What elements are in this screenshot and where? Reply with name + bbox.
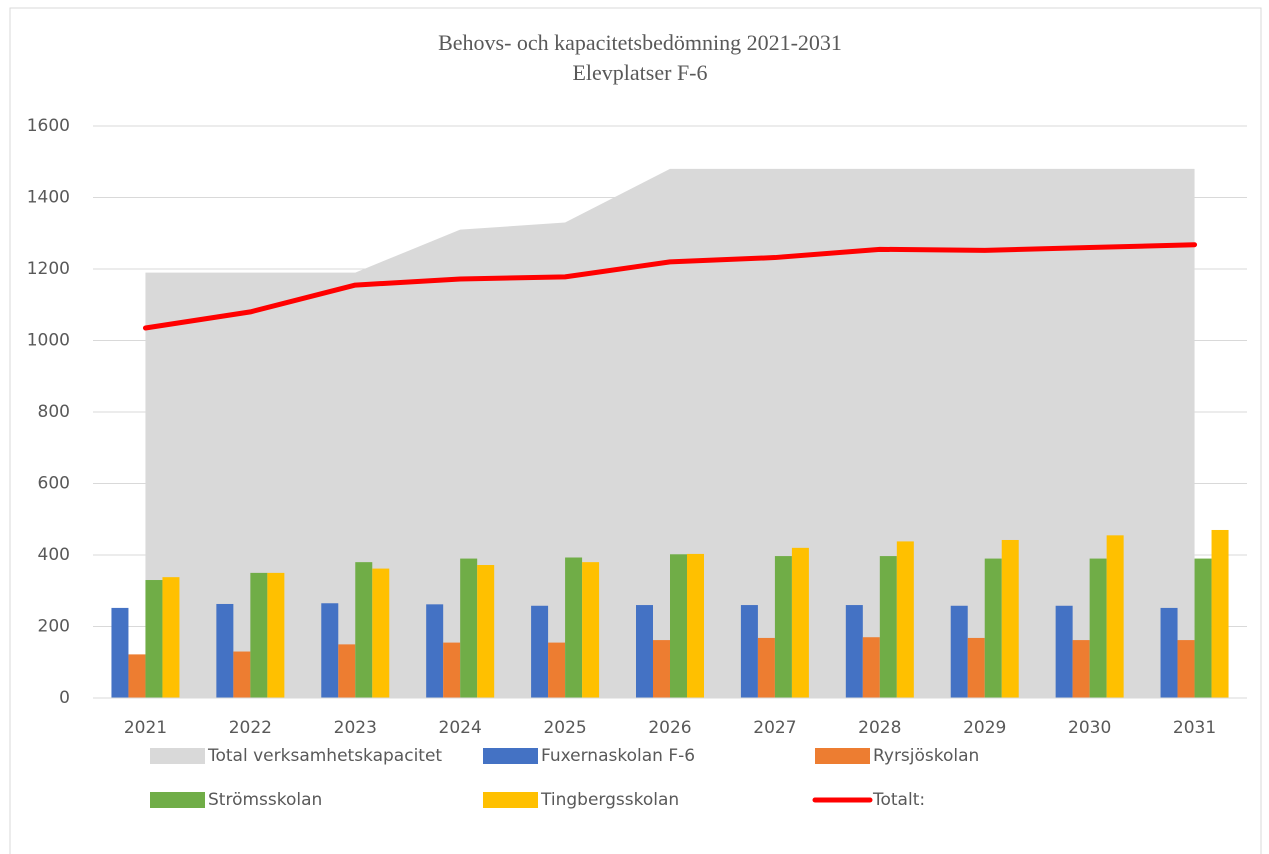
bar — [879, 556, 897, 698]
x-tick-label: 2025 — [543, 718, 586, 738]
bar — [967, 637, 985, 698]
bar — [1072, 640, 1090, 698]
bar — [774, 556, 792, 698]
legend-label: Tingbergsskolan — [540, 790, 679, 810]
chart-subtitle: Elevplatser F-6 — [572, 60, 707, 85]
legend-swatch — [150, 792, 205, 808]
bar — [653, 640, 670, 698]
y-tick-label: 0 — [59, 688, 70, 708]
bar — [443, 642, 461, 698]
y-tick-label: 600 — [38, 474, 70, 494]
x-tick-label: 2024 — [439, 718, 482, 738]
bar — [477, 565, 495, 698]
bar — [548, 642, 566, 698]
bar — [1194, 558, 1212, 698]
area — [145, 168, 1195, 698]
bar — [1177, 640, 1195, 698]
legend-label: Totalt: — [872, 790, 925, 810]
bar — [636, 605, 653, 698]
bar — [267, 572, 285, 698]
bar — [862, 637, 880, 698]
bar — [1106, 535, 1124, 698]
bar — [111, 607, 129, 698]
legend-label: Total verksamhetskapacitet — [207, 746, 442, 766]
y-tick-label: 1400 — [27, 188, 70, 208]
y-tick-label: 1200 — [27, 259, 70, 279]
legend-swatch — [815, 748, 870, 764]
y-tick-label: 800 — [38, 402, 70, 422]
y-tick-label: 200 — [38, 617, 70, 637]
x-tick-label: 2031 — [1173, 718, 1216, 738]
legend-swatch — [150, 748, 205, 764]
x-tick-label: 2029 — [963, 718, 1006, 738]
legend-swatch — [483, 792, 538, 808]
y-tick-label: 400 — [38, 545, 70, 565]
x-tick-label: 2023 — [334, 718, 377, 738]
bar — [162, 577, 180, 698]
x-tick-label: 2021 — [124, 718, 167, 738]
bar — [1055, 605, 1073, 698]
line — [142, 242, 1198, 331]
x-tick-label: 2028 — [858, 718, 901, 738]
legend-label: Strömsskolan — [208, 790, 322, 810]
bar — [338, 644, 356, 698]
bar — [355, 562, 373, 698]
bar — [426, 604, 444, 698]
bar — [740, 605, 758, 698]
bar — [372, 568, 390, 698]
bar — [845, 605, 863, 698]
bar — [984, 558, 1002, 698]
bar — [233, 651, 251, 698]
bar — [216, 603, 234, 698]
x-tick-label: 2027 — [753, 718, 796, 738]
bar — [460, 558, 478, 698]
bar — [321, 603, 339, 698]
bar — [670, 554, 687, 698]
bar — [1211, 529, 1229, 698]
legend-swatch — [483, 748, 538, 764]
y-tick-label: 1000 — [27, 331, 70, 351]
x-tick-label: 2030 — [1068, 718, 1111, 738]
bar — [791, 547, 809, 698]
bar — [582, 562, 600, 698]
bar — [896, 541, 914, 698]
bar — [531, 605, 549, 698]
y-tick-label: 1600 — [27, 116, 70, 136]
bar — [1160, 607, 1178, 698]
bar — [250, 572, 268, 698]
bar — [565, 557, 583, 698]
x-tick-label: 2026 — [648, 718, 691, 738]
bar — [145, 580, 163, 698]
legend-label: Ryrsjöskolan — [873, 746, 979, 766]
bar — [128, 654, 146, 698]
bar — [757, 637, 775, 698]
x-tick-label: 2022 — [229, 718, 272, 738]
chart-title: Behovs- och kapacitetsbedömning 2021-203… — [438, 30, 842, 55]
bar — [1089, 558, 1107, 698]
bar — [687, 553, 704, 698]
legend-label: Fuxernaskolan F-6 — [541, 746, 695, 766]
bar — [950, 605, 968, 698]
bar — [1001, 539, 1019, 698]
